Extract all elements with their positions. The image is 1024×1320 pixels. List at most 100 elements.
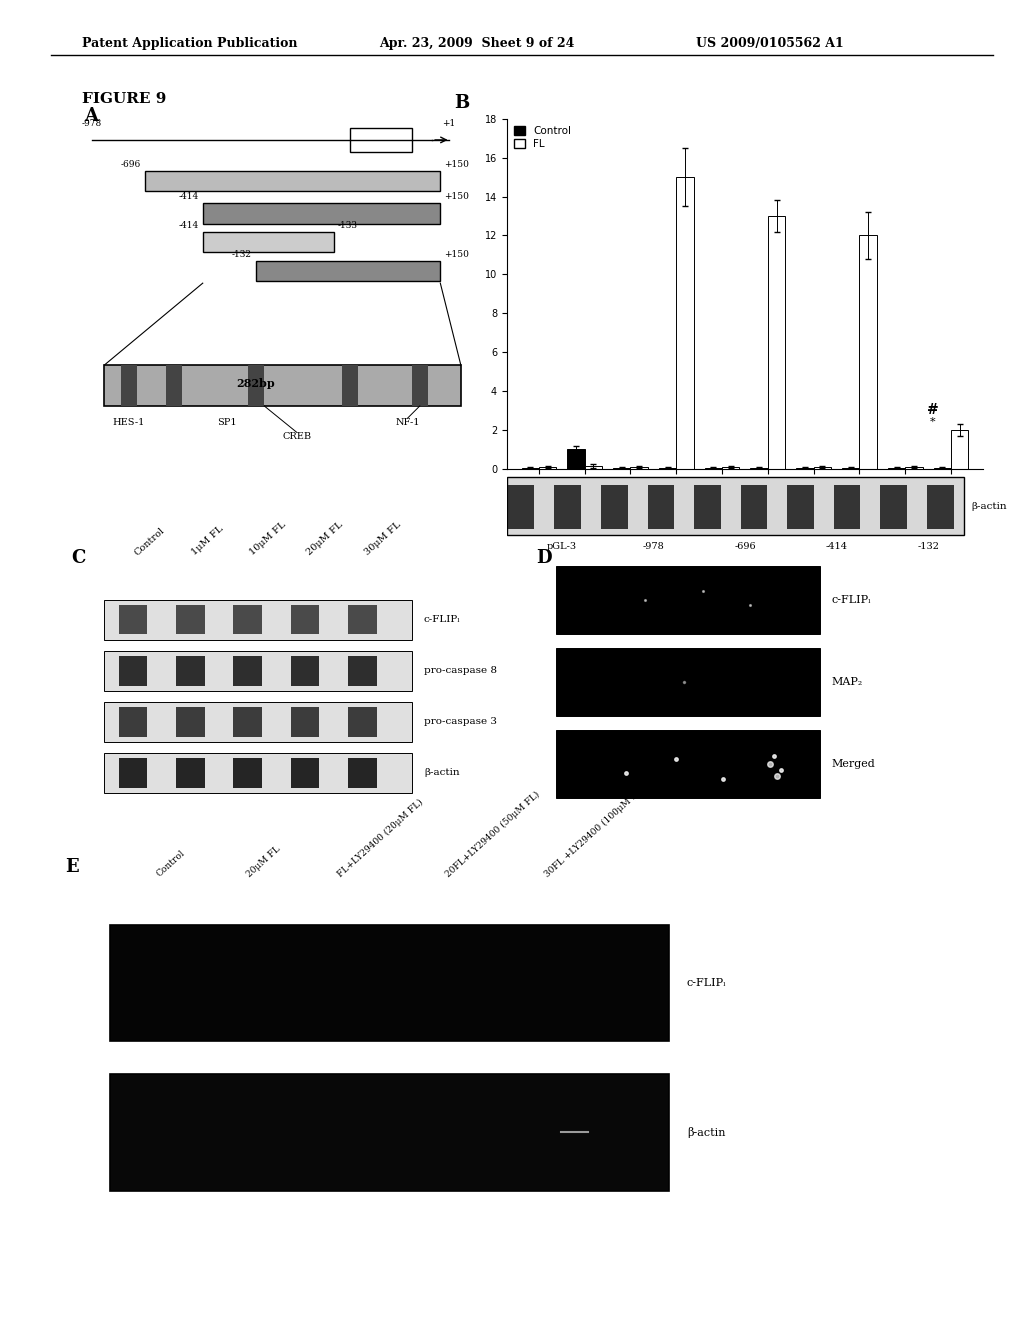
Bar [631,467,648,469]
Text: FIGURE 9: FIGURE 9 [82,92,166,107]
Text: CREB: CREB [283,433,311,441]
Bar [104,364,461,407]
Bar [834,484,860,529]
Text: SP1: SP1 [217,418,238,428]
Text: 20μM FL: 20μM FL [305,520,345,557]
Bar [104,599,412,640]
Text: NF-1: NF-1 [395,418,420,428]
Text: -696: -696 [734,543,756,550]
Bar [859,235,877,469]
Bar [348,708,377,737]
Text: 30μM FL: 30μM FL [362,520,402,557]
Bar [233,656,262,685]
Bar [176,758,205,788]
Bar [119,758,147,788]
Bar [350,128,412,152]
Bar [176,708,205,737]
Bar [601,484,628,529]
Text: FL+LY29400 (20μM FL): FL+LY29400 (20μM FL) [336,797,425,879]
Text: #: # [927,403,939,417]
Bar [348,605,377,635]
Bar [722,467,739,469]
Text: +1: +1 [442,119,455,128]
Bar [233,708,262,737]
Text: +150: +150 [444,160,469,169]
Text: E: E [66,858,79,876]
Bar [119,708,147,737]
Text: 20μM FL: 20μM FL [246,845,283,879]
Bar [814,467,831,469]
Text: β-actin: β-actin [687,1127,725,1138]
Text: HES-1: HES-1 [113,418,145,428]
Text: US 2009/0105562 A1: US 2009/0105562 A1 [696,37,844,50]
Bar [104,752,412,793]
Bar [676,177,693,469]
Text: C: C [72,549,86,566]
Text: -414: -414 [178,220,199,230]
Text: -133: -133 [338,220,358,230]
Bar [291,708,319,737]
Text: 30FL +LY29400 (100μM FL): 30FL +LY29400 (100μM FL) [543,784,647,879]
Bar [647,484,674,529]
Bar [585,466,602,469]
Bar [119,605,147,635]
Bar [176,656,205,685]
Bar [927,484,953,529]
Bar [508,484,535,529]
Bar [554,484,581,529]
Text: +150: +150 [444,193,469,201]
Bar [787,484,814,529]
Bar [121,364,137,407]
Text: 1μM FL: 1μM FL [190,524,225,557]
Bar [348,758,377,788]
Bar [111,1074,669,1191]
Bar [291,605,319,635]
Text: -132: -132 [231,249,252,259]
Text: +150: +150 [444,249,469,259]
Text: c-FLIPₗ: c-FLIPₗ [424,615,461,624]
Text: β-actin: β-actin [424,768,460,777]
Text: A: A [84,107,98,125]
Bar [905,467,923,469]
Text: Control: Control [156,849,187,879]
Bar [119,656,147,685]
Bar [233,605,262,635]
Text: -414: -414 [825,543,848,550]
Bar [342,364,358,407]
Bar [556,730,820,799]
Bar [694,484,721,529]
Bar [203,232,334,252]
Text: pGL-3: pGL-3 [547,543,577,550]
Text: 282bp: 282bp [237,378,275,389]
Text: -696: -696 [121,160,141,169]
Text: pro-caspase 3: pro-caspase 3 [424,717,497,726]
Text: -414: -414 [178,193,199,201]
Text: β-actin: β-actin [971,503,1007,511]
Bar [145,170,440,191]
Text: -978: -978 [82,119,102,128]
Text: -132: -132 [918,543,939,550]
Bar [412,364,428,407]
Text: MAP₂: MAP₂ [831,677,863,688]
Text: Control: Control [133,525,167,557]
Text: D: D [537,549,552,566]
Legend: Control, FL: Control, FL [512,124,573,152]
Bar [740,484,767,529]
Text: 20FL+LY29400 (50μM FL): 20FL+LY29400 (50μM FL) [443,789,542,879]
Bar [104,651,412,690]
Bar [567,449,585,469]
Bar [556,648,820,717]
Text: pro-caspase 8: pro-caspase 8 [424,667,497,676]
Bar [539,467,556,469]
Bar [291,758,319,788]
Bar [248,364,264,407]
Bar [256,260,440,281]
Text: c-FLIPₗ: c-FLIPₗ [831,595,871,605]
Text: Merged: Merged [831,759,876,770]
Bar [291,656,319,685]
Text: c-FLIPₗ: c-FLIPₗ [687,978,727,987]
Bar [881,484,907,529]
Text: Apr. 23, 2009  Sheet 9 of 24: Apr. 23, 2009 Sheet 9 of 24 [379,37,574,50]
Bar [768,216,785,469]
Text: B: B [455,94,470,112]
